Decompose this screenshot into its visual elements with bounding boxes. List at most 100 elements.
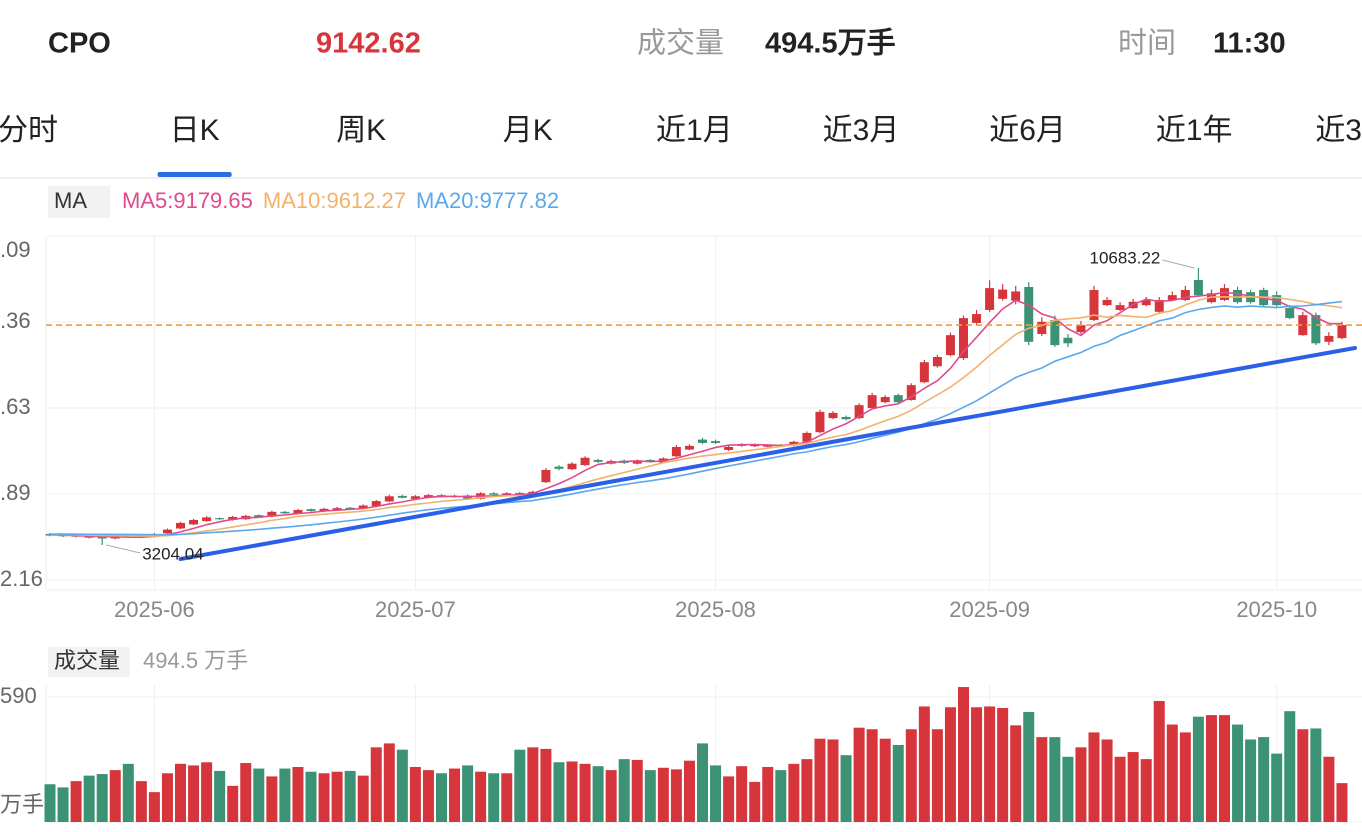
candle-body (671, 447, 681, 457)
candle-body (998, 289, 1008, 299)
volume-bar (775, 770, 787, 822)
volume-bar (697, 743, 708, 822)
candle-body (1102, 299, 1112, 306)
volume-bar (57, 787, 69, 822)
candle-body (567, 463, 577, 470)
volume-bar (175, 763, 186, 822)
volume-bar (357, 775, 369, 822)
trend-line (178, 346, 1357, 561)
candle-body (959, 318, 968, 359)
indicator-label: MA (54, 188, 87, 213)
candle-body (763, 445, 773, 447)
candle-body (593, 459, 603, 462)
time-label: 时间 (1118, 27, 1176, 60)
volume-bar (1284, 711, 1296, 822)
volume-bar (827, 739, 839, 822)
candle-body (1050, 319, 1060, 346)
low-leader (106, 544, 141, 554)
tab[interactable]: 分时 (0, 114, 58, 147)
volume-bar (1166, 724, 1178, 822)
volume-bar (762, 766, 774, 822)
volume-bar (292, 766, 304, 822)
candle-body (1037, 321, 1047, 335)
candle-body (1311, 315, 1321, 344)
candle-body (202, 517, 212, 522)
volume-bar (892, 744, 904, 822)
candle-body (554, 466, 564, 469)
volume-bar (501, 773, 513, 822)
volume-tick-label: 万手 (0, 792, 44, 817)
tab[interactable]: 周K (336, 114, 386, 147)
volume-bar (879, 738, 891, 822)
tab[interactable]: 近1年 (1156, 114, 1233, 147)
volume-bar (305, 771, 317, 822)
x-tick-label: 2025-08 (675, 597, 756, 622)
volume-bar (1036, 737, 1048, 822)
volume-bar (331, 771, 343, 822)
tab[interactable]: 月K (503, 114, 553, 147)
volume-bar (122, 763, 134, 822)
volume-bar (1049, 737, 1061, 822)
volume-bar (1258, 737, 1270, 822)
volume-bar (422, 770, 434, 822)
candle-body (1298, 315, 1308, 336)
candle-body (1115, 305, 1125, 310)
tab[interactable]: 近1月 (656, 114, 733, 147)
candle-body (698, 439, 707, 443)
x-tick-label: 2025-10 (1236, 597, 1317, 622)
volume-bar (984, 706, 996, 822)
tab[interactable]: 近6月 (989, 114, 1066, 147)
volume-bar (1232, 724, 1244, 822)
candle-body (1193, 279, 1203, 296)
candle-body (541, 469, 551, 483)
high-leader (1162, 259, 1195, 269)
candle-body (162, 529, 172, 534)
legend-entry: MA5:9179.65 (122, 188, 253, 213)
candle-body (789, 441, 799, 446)
tab[interactable]: 日K (170, 114, 220, 147)
candle-body (332, 508, 342, 510)
candle-body (1154, 299, 1164, 312)
candle-body (1076, 325, 1086, 333)
candle-body (1063, 337, 1073, 344)
tab[interactable]: 近3月 (823, 114, 900, 147)
y-tick-label: .89 (0, 480, 31, 505)
low-label: 3204.04 (142, 544, 203, 563)
candle-body (854, 405, 864, 419)
volume-bar (723, 776, 735, 822)
x-tick-label: 2025-06 (114, 597, 195, 622)
volume-value: 494.5万手 (765, 27, 896, 60)
volume-bar (670, 769, 682, 822)
high-label: 10683.22 (1089, 248, 1160, 267)
candle-body (502, 493, 512, 495)
candle-body (189, 519, 199, 525)
volume-pane-value: 494.5 万手 (143, 648, 248, 673)
candle-body (932, 357, 942, 367)
volume-box (48, 647, 130, 677)
candle-body (1141, 299, 1151, 306)
candle-body (684, 445, 694, 450)
candle-body (1220, 288, 1229, 300)
volume-bar (1075, 747, 1087, 822)
ma-line (49, 300, 1343, 536)
volume-bar (1127, 752, 1139, 822)
volume-bar (475, 771, 487, 822)
volume-bar (657, 767, 669, 822)
volume-bar (1140, 759, 1152, 822)
volume-bar (1310, 728, 1322, 822)
volume-bar (605, 770, 617, 822)
volume-bar (853, 727, 865, 822)
indicator-box (48, 186, 110, 218)
volume-label: 成交量 (637, 27, 724, 60)
tab[interactable]: 近3 (1315, 114, 1362, 147)
candle-body (345, 507, 355, 509)
volume-bar (44, 784, 56, 822)
volume-bar (70, 781, 82, 822)
candle-body (893, 395, 903, 403)
volume-bar (618, 759, 630, 822)
volume-bar (814, 738, 826, 822)
candle-body (828, 412, 838, 419)
candle-body (423, 495, 433, 498)
price: 9142.62 (316, 28, 421, 60)
